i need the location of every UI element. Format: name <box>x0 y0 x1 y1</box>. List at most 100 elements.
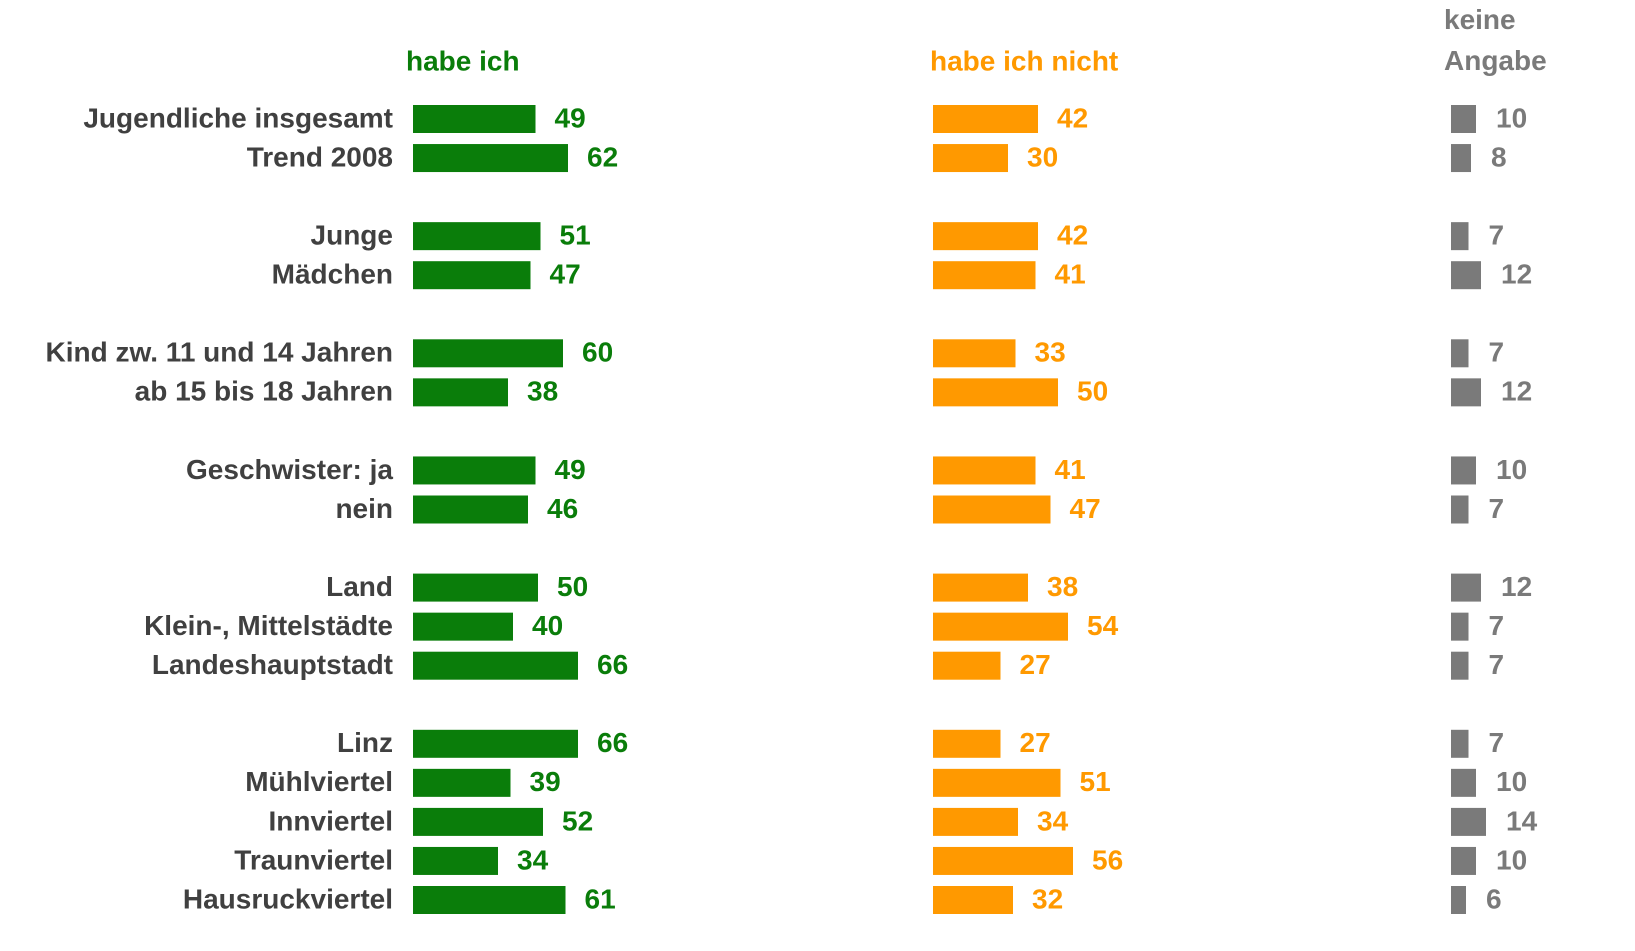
bar <box>413 339 563 368</box>
series-header: habe ich <box>406 45 520 76</box>
value-label: 10 <box>1496 102 1527 133</box>
value-label: 14 <box>1506 805 1538 836</box>
value-label: 34 <box>1037 805 1069 836</box>
category-label: Klein-, Mittelstädte <box>144 610 393 641</box>
bar <box>413 144 568 173</box>
category-label: Kind zw. 11 und 14 Jahren <box>46 337 394 368</box>
value-label: 40 <box>532 610 563 641</box>
value-label: 38 <box>1047 571 1078 602</box>
category-label: Hausruckviertel <box>183 883 393 914</box>
category-label: Junge <box>311 220 393 251</box>
bar <box>1451 651 1469 680</box>
value-label: 42 <box>1057 102 1088 133</box>
value-label: 7 <box>1489 727 1505 758</box>
value-label: 60 <box>582 337 613 368</box>
bar <box>1451 612 1469 641</box>
value-label: 66 <box>597 649 628 680</box>
bar <box>413 768 511 797</box>
category-label: Innviertel <box>269 805 393 836</box>
series-header: keine Angabe <box>1444 4 1547 76</box>
value-label: 61 <box>585 883 616 914</box>
bar <box>933 807 1018 836</box>
bar <box>413 495 528 524</box>
bar <box>1451 886 1466 914</box>
bar <box>933 456 1036 485</box>
value-label: 52 <box>562 805 593 836</box>
value-label: 41 <box>1055 454 1086 485</box>
value-label: 10 <box>1496 844 1527 875</box>
bar <box>933 768 1061 797</box>
category-label: Mädchen <box>272 259 393 290</box>
category-label: Land <box>326 571 393 602</box>
category-label: Mühlviertel <box>245 766 393 797</box>
value-label: 47 <box>1070 493 1101 524</box>
bar <box>933 651 1001 680</box>
bar <box>933 144 1008 173</box>
value-label: 34 <box>517 844 549 875</box>
value-label: 7 <box>1489 337 1505 368</box>
series-header: habe ich nicht <box>930 45 1118 76</box>
value-label: 10 <box>1496 454 1527 485</box>
bar <box>1451 456 1476 485</box>
bar <box>1451 807 1486 836</box>
value-label: 46 <box>547 493 578 524</box>
value-label: 27 <box>1020 727 1051 758</box>
bar <box>413 846 498 875</box>
bar <box>933 339 1016 368</box>
value-label: 12 <box>1501 259 1532 290</box>
value-label: 49 <box>555 454 586 485</box>
bar <box>933 846 1073 875</box>
value-label: 66 <box>597 727 628 758</box>
value-label: 39 <box>530 766 561 797</box>
value-label: 10 <box>1496 766 1527 797</box>
bar <box>933 495 1051 524</box>
bar <box>933 573 1028 602</box>
bar <box>1451 846 1476 875</box>
bar <box>1451 261 1481 290</box>
value-label: 51 <box>1080 766 1111 797</box>
bar <box>413 651 578 680</box>
value-label: 47 <box>550 259 581 290</box>
value-label: 12 <box>1501 571 1532 602</box>
bar <box>413 612 513 641</box>
value-label: 7 <box>1489 649 1505 680</box>
bar <box>413 573 538 602</box>
bar <box>933 378 1058 407</box>
bar <box>933 729 1001 758</box>
value-label: 7 <box>1489 220 1505 251</box>
value-label: 41 <box>1055 259 1086 290</box>
bar <box>1451 105 1476 133</box>
value-label: 50 <box>1077 376 1108 407</box>
bar <box>413 378 508 407</box>
value-label: 62 <box>587 141 618 172</box>
bar <box>1451 573 1481 602</box>
bar <box>413 456 536 485</box>
bar <box>933 105 1038 133</box>
value-label: 42 <box>1057 220 1088 251</box>
value-label: 7 <box>1489 610 1505 641</box>
category-label: Jugendliche insgesamt <box>83 102 393 133</box>
value-label: 30 <box>1027 141 1058 172</box>
bar <box>933 886 1013 914</box>
category-label: Landeshauptstadt <box>152 649 393 680</box>
value-label: 54 <box>1087 610 1119 641</box>
bar <box>413 807 543 836</box>
value-label: 38 <box>527 376 558 407</box>
category-label: ab 15 bis 18 Jahren <box>135 376 393 407</box>
bar <box>1451 339 1469 368</box>
value-label: 12 <box>1501 376 1532 407</box>
value-label: 49 <box>555 102 586 133</box>
bar <box>933 612 1068 641</box>
category-label: Trend 2008 <box>247 141 393 172</box>
value-label: 32 <box>1032 883 1063 914</box>
bar <box>413 222 541 251</box>
bar <box>413 105 536 133</box>
bar <box>413 261 531 290</box>
value-label: 27 <box>1020 649 1051 680</box>
bar <box>1451 768 1476 797</box>
bar <box>933 222 1038 251</box>
value-label: 51 <box>560 220 591 251</box>
category-label: Geschwister: ja <box>186 454 393 485</box>
bar <box>413 729 578 758</box>
